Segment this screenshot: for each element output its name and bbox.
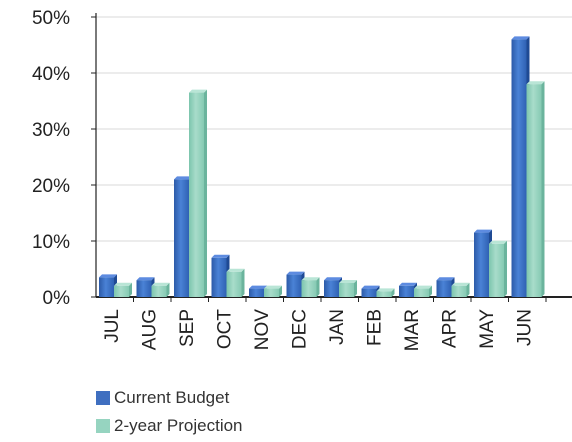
bar-top-current-budget xyxy=(136,277,155,281)
bar-top-2-year-projection xyxy=(114,282,132,286)
y-tick-label: 20% xyxy=(32,176,70,197)
bar-current-budget-sep xyxy=(174,179,189,297)
bar-side-2-year-projection xyxy=(354,280,357,297)
bar-2-year-projection-sep xyxy=(189,92,204,297)
bar-top-2-year-projection xyxy=(301,277,320,281)
bar-side-2-year-projection xyxy=(429,285,432,297)
x-tick-label: FEB xyxy=(365,309,386,346)
bar-top-current-budget xyxy=(436,277,455,281)
bar-2-year-projection-aug xyxy=(151,285,167,297)
bar-2-year-projection-jul xyxy=(114,285,129,297)
bar-side-2-year-projection xyxy=(316,277,320,297)
bar-side-2-year-projection xyxy=(541,81,545,297)
x-tick-label: MAY xyxy=(477,309,498,349)
bar-2-year-projection-nov xyxy=(264,288,279,297)
bar-2-year-projection-feb xyxy=(376,291,392,297)
bar-current-budget-oct xyxy=(211,257,227,297)
bar-top-current-budget xyxy=(249,285,267,289)
bar-side-2-year-projection xyxy=(504,240,507,297)
bar-top-current-budget xyxy=(399,282,417,286)
x-tick-label: DEC xyxy=(290,309,311,349)
bar-top-2-year-projection xyxy=(526,81,545,85)
bar-top-current-budget xyxy=(99,274,117,278)
bar-top-2-year-projection xyxy=(151,282,170,286)
bar-current-budget-jun xyxy=(511,39,527,298)
x-tick-label: AUG xyxy=(140,309,161,350)
bar-top-current-budget xyxy=(211,254,230,258)
bar-top-current-budget xyxy=(174,176,192,180)
bar-side-2-year-projection xyxy=(129,282,132,297)
bar-current-budget-may xyxy=(474,232,489,297)
x-tick-label: JUL xyxy=(102,309,123,343)
bar-top-2-year-projection xyxy=(339,280,357,283)
bar-current-budget-jul xyxy=(99,277,114,297)
bar-side-2-year-projection xyxy=(166,282,170,297)
bar-current-budget-nov xyxy=(249,288,264,297)
bar-top-2-year-projection xyxy=(451,282,470,286)
y-tick-label: 30% xyxy=(32,120,70,141)
legend-swatch-2-year-projection xyxy=(96,419,110,433)
bar-side-2-year-projection xyxy=(466,282,470,297)
axis-labels: 0% 10% 20% 30% 40% 50% JUL AUG SEP OCT NOV DEC JAN FE… xyxy=(32,8,536,351)
gridlines xyxy=(96,16,572,242)
legend-label-current-budget: Current Budget xyxy=(114,388,230,407)
bar-2-year-projection-dec xyxy=(301,280,317,297)
bar-current-budget-dec xyxy=(286,274,302,297)
x-tick-label: MAR xyxy=(402,309,423,351)
y-tick-label: 0% xyxy=(43,288,71,309)
legend-item-2-year-projection: 2-year Projection xyxy=(96,412,243,440)
legend: Current Budget 2-year Projection xyxy=(96,384,243,440)
bar-side-2-year-projection xyxy=(204,89,207,297)
x-tick-label: JAN xyxy=(327,309,348,345)
x-tick-label: APR xyxy=(440,309,461,348)
bar-top-current-budget xyxy=(361,285,380,289)
x-tick-label: NOV xyxy=(252,309,273,351)
bar-2-year-projection-jan xyxy=(339,283,354,297)
bar-top-current-budget xyxy=(511,36,530,40)
bars xyxy=(99,36,545,298)
bar-current-budget-feb xyxy=(361,288,377,297)
bar-top-2-year-projection xyxy=(189,89,207,93)
bar-top-current-budget xyxy=(286,271,305,275)
bar-side-2-year-projection xyxy=(241,268,245,297)
legend-label-2-year-projection: 2-year Projection xyxy=(114,416,243,435)
bar-top-current-budget xyxy=(474,229,492,233)
bar-2-year-projection-may xyxy=(489,243,504,297)
legend-item-current-budget: Current Budget xyxy=(96,384,243,412)
bar-side-2-year-projection xyxy=(391,288,395,297)
bar-2-year-projection-jun xyxy=(526,84,542,297)
x-tick-label: OCT xyxy=(215,309,236,350)
y-tick-label: 10% xyxy=(32,232,70,253)
bar-2-year-projection-apr xyxy=(451,285,467,297)
bar-top-2-year-projection xyxy=(489,240,507,244)
y-tick-label: 50% xyxy=(32,8,70,29)
bar-top-current-budget xyxy=(324,277,342,281)
x-tick-label: JUN xyxy=(515,309,536,346)
bar-2-year-projection-mar xyxy=(414,288,429,297)
y-tick-label: 40% xyxy=(32,64,70,85)
legend-swatch-current-budget xyxy=(96,391,110,405)
bar-2-year-projection-oct xyxy=(226,271,242,297)
bar-top-2-year-projection xyxy=(264,285,282,289)
bar-current-budget-jan xyxy=(324,280,339,297)
bar-top-2-year-projection xyxy=(226,268,245,272)
bar-side-2-year-projection xyxy=(279,285,282,297)
bar-current-budget-mar xyxy=(399,285,414,297)
bar-top-2-year-projection xyxy=(376,288,395,292)
bar-top-2-year-projection xyxy=(414,285,432,289)
bar-current-budget-aug xyxy=(136,280,152,297)
bar-current-budget-apr xyxy=(436,280,452,297)
x-tick-label: SEP xyxy=(177,309,198,347)
